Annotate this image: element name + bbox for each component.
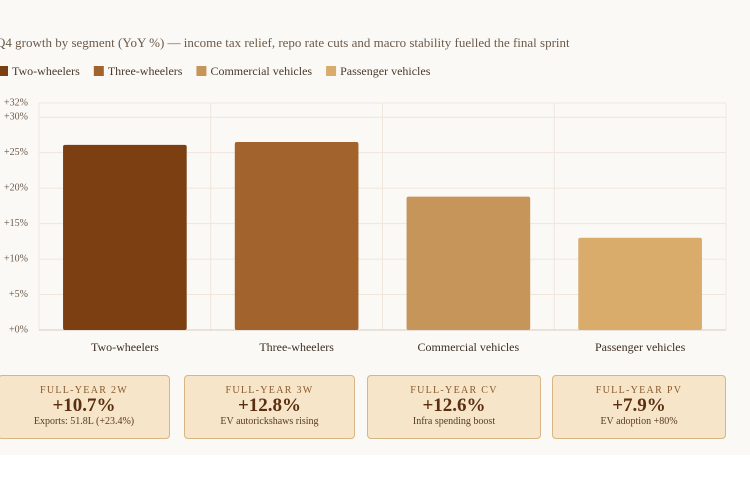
legend-label: Two-wheelers [12,64,80,78]
legend-label: Three-wheelers [108,64,183,78]
bar [406,196,531,330]
stat-card: FULL-YEAR 2W +10.7% Exports: 51.8L (+23.… [0,375,170,439]
legend-swatch [196,66,207,76]
card-value: +12.8% [237,395,302,416]
y-tick-label: +25% [4,147,28,158]
x-tick-label: Passenger vehicles [595,340,686,354]
stat-card: FULL-YEAR CV +12.6% Infra spending boost [367,375,541,439]
card-note: Exports: 51.8L (+23.4%) [33,416,135,427]
x-tick-label: Three-wheelers [259,340,334,354]
legend-label: Passenger vehicles [340,64,431,78]
y-tick-label: +20% [4,182,28,193]
y-tick-label: +30% [4,111,28,122]
bar [578,237,702,330]
stat-card: FULL-YEAR PV +7.9% EV adoption +80% [552,375,726,439]
card-value: +12.6% [422,395,486,416]
card-title: FULL-YEAR 2W [39,385,129,396]
card-note: EV autorickshaws rising [220,416,319,427]
stat-card: FULL-YEAR 3W +12.8% EV autorickshaws ris… [184,375,355,439]
x-tick-label: Commercial vehicles [418,340,520,354]
y-tick-label: +10% [4,253,28,264]
card-title: FULL-YEAR PV [595,385,683,396]
card-value: +7.9% [612,395,666,416]
x-tick-label: Two-wheelers [91,340,159,354]
bar [63,144,187,330]
card-title: FULL-YEAR 3W [225,385,314,396]
legend-swatch [93,66,104,76]
card-value: +10.7% [52,395,116,416]
y-tick-label: +15% [4,218,28,229]
legend-swatch [0,66,8,76]
card-note: EV adoption +80% [600,416,678,427]
bar [234,142,359,330]
y-tick-label: +0% [9,324,28,335]
legend-label: Commercial vehicles [210,64,312,78]
legend-swatch [326,66,337,76]
y-tick-label: +5% [9,289,28,300]
chart-title: Q4 growth by segment (YoY %) — income ta… [0,35,570,50]
y-tick-label: +32% [4,97,28,108]
card-title: FULL-YEAR CV [410,385,498,396]
card-note: Infra spending boost [412,416,496,427]
